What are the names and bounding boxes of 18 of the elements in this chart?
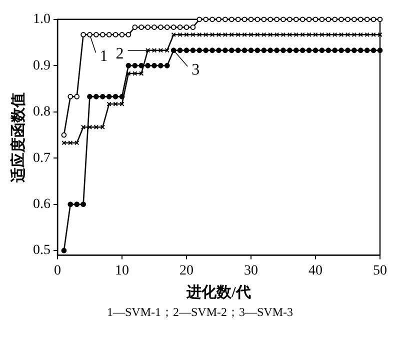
- x-tick-label: 0: [54, 263, 61, 278]
- x-tick-label: 30: [244, 263, 258, 278]
- y-tick-label: 0.6: [33, 197, 50, 212]
- x-tick-label: 20: [180, 263, 194, 278]
- y-axis-title: 适应度函数值: [8, 92, 27, 184]
- y-tick-label: 0.9: [33, 58, 50, 74]
- x-axis-title: 进化数/代: [186, 284, 251, 301]
- y-tick-label: 0.5: [33, 243, 50, 258]
- x-tick-label: 10: [115, 263, 129, 278]
- annotation: 3: [192, 62, 200, 79]
- y-tick-label: 1.0: [33, 12, 50, 28]
- x-tick-label: 40: [308, 263, 322, 278]
- y-tick-label: 0.7: [33, 150, 50, 166]
- x-tick-label: 50: [373, 263, 387, 278]
- text: 1—SVM-1；2—SVM-2；3—SVM-3: [106, 304, 294, 321]
- annotation: 2: [116, 46, 124, 63]
- y-tick-label: 0.8: [33, 104, 50, 120]
- annotation: 1: [100, 48, 108, 65]
